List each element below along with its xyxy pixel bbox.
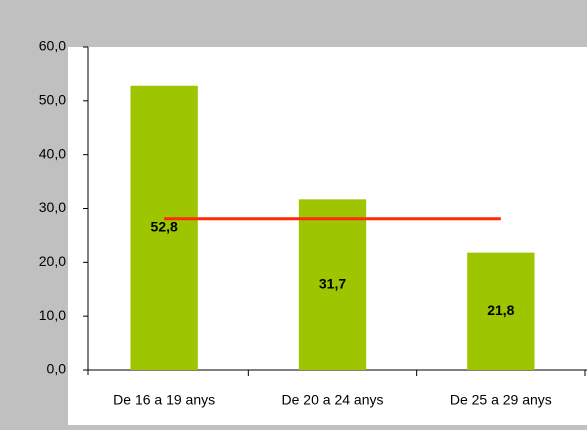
bar xyxy=(130,85,198,370)
y-tick-label: 40,0 xyxy=(39,145,66,161)
x-tick-label: De 16 a 19 anys xyxy=(113,392,215,408)
bar xyxy=(298,199,367,370)
data-label: 21,8 xyxy=(487,302,514,318)
y-tick-label: 60,0 xyxy=(39,38,66,54)
y-tick-label: 10,0 xyxy=(39,307,66,323)
bar xyxy=(467,252,535,370)
y-tick-label: 20,0 xyxy=(39,253,66,269)
y-tick-label: 0,0 xyxy=(47,361,67,377)
x-tick-label: De 20 a 24 anys xyxy=(282,392,384,408)
x-tick-label: De 25 a 29 anys xyxy=(450,392,552,408)
y-tick-label: 50,0 xyxy=(39,92,66,108)
data-label: 52,8 xyxy=(151,219,178,235)
y-tick-label: 30,0 xyxy=(39,199,66,215)
data-label: 31,7 xyxy=(319,275,346,291)
